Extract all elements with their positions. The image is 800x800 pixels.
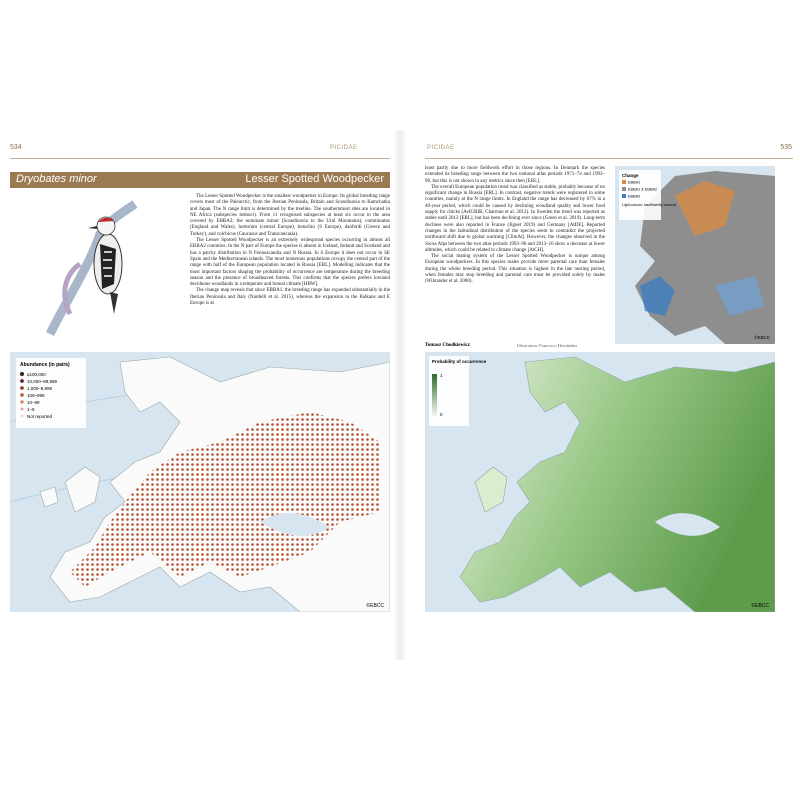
rule	[10, 158, 390, 159]
paragraph: The social mating system of the Lesser S…	[425, 254, 605, 285]
legend-swatch	[622, 180, 626, 184]
legend-items: ≥100,000 10,000–99,999 1,000–9,999 100–9…	[20, 372, 58, 419]
legend-label: EBBA1	[628, 181, 640, 185]
legend-label: 1,000–9,999	[27, 386, 53, 391]
rule	[425, 158, 793, 159]
legend-label: ≥100,000	[27, 372, 46, 377]
legend-label: 0	[440, 412, 443, 417]
map-credit: ©EBCC	[366, 602, 384, 609]
occupied-range	[70, 412, 380, 587]
legend-swatch	[622, 194, 626, 198]
legend-swatch	[20, 400, 24, 404]
legend-label: 10,000–99,999	[27, 379, 58, 384]
legend-swatch	[20, 393, 24, 397]
wing-bars	[103, 251, 112, 277]
map-credit: ©EBCC	[751, 602, 769, 609]
legend-title: Probability of occurrence	[432, 359, 487, 364]
branch	[62, 261, 82, 316]
latin-name: Dryobates minor	[16, 173, 97, 185]
change-area	[675, 181, 735, 236]
legend-label: 100–999	[27, 393, 45, 398]
body-text: The Lesser Spotted Woodpecker is the sma…	[190, 194, 390, 307]
page-number: 535	[780, 144, 792, 151]
beak	[88, 226, 97, 229]
legend-swatch	[20, 386, 24, 390]
legend-title: Change	[622, 173, 639, 178]
black-sea	[260, 513, 330, 536]
legend-label: 1	[440, 373, 443, 378]
page-number: 534	[10, 144, 22, 151]
legend-note: Light colours: insufficiently covered	[622, 203, 676, 207]
bird-wing	[100, 244, 116, 289]
right-page: PICIDAE 535 least partly due to more fie…	[407, 130, 800, 660]
illustration-credit: Illustration: Francisco Hernández	[517, 343, 578, 348]
body-text: least partly due to more fieldwork effor…	[425, 166, 605, 286]
legend-box	[16, 358, 86, 428]
paragraph: least partly due to more fieldwork effor…	[425, 166, 605, 184]
paragraph: The Lesser Spotted Woodpecker is an extr…	[190, 238, 390, 288]
red-crown	[98, 217, 114, 222]
abundance-map: Abundance (in pairs) ≥100,000 10,000–99,…	[10, 352, 390, 612]
bird-illustration	[45, 200, 138, 337]
change-area	[640, 276, 675, 316]
legend-title: Abundance (in pairs)	[20, 362, 70, 368]
land	[459, 356, 775, 612]
legend-label: 10–99	[27, 400, 40, 405]
paragraph: The overall European population trend wa…	[425, 184, 605, 253]
gutter	[393, 130, 407, 660]
occurrence-map: Probability of occurrence 1 0 ©EBCC	[425, 352, 775, 612]
legend-label: EBBA1 & EBBA2	[628, 188, 657, 192]
paragraph: The Lesser Spotted Woodpecker is the sma…	[190, 194, 390, 237]
legend-swatch	[20, 379, 24, 383]
legend-label: Not reported	[27, 414, 53, 419]
legend-swatch	[20, 414, 24, 418]
legend-label: 1–9	[27, 407, 35, 412]
running-head: PICIDAE	[330, 145, 358, 151]
legend-swatch	[622, 187, 626, 191]
map-credit: ©EBCC	[754, 334, 771, 340]
legend-scale	[432, 374, 437, 416]
left-page: 534 PICIDAE Dryobates minor Lesser Spott…	[0, 130, 393, 660]
author: Tomasz Chodkiewicz	[425, 343, 470, 348]
tail	[110, 292, 118, 314]
change-map: Change EBBA1 EBBA1 & EBBA2 EBBA2 Light c…	[615, 166, 775, 344]
legend-label: EBBA2	[628, 195, 640, 199]
running-head: PICIDAE	[427, 145, 455, 151]
legend-swatch	[20, 372, 24, 376]
black-sea	[655, 513, 720, 536]
islands	[39, 466, 101, 513]
common-name: Lesser Spotted Woodpecker	[245, 173, 384, 185]
change-area	[715, 276, 765, 316]
paragraph: The change map reveals that since EBBA1,…	[190, 288, 390, 307]
islands	[474, 466, 508, 513]
species-title-bar: Dryobates minor Lesser Spotted Woodpecke…	[10, 172, 390, 188]
legend-swatch	[20, 407, 24, 411]
